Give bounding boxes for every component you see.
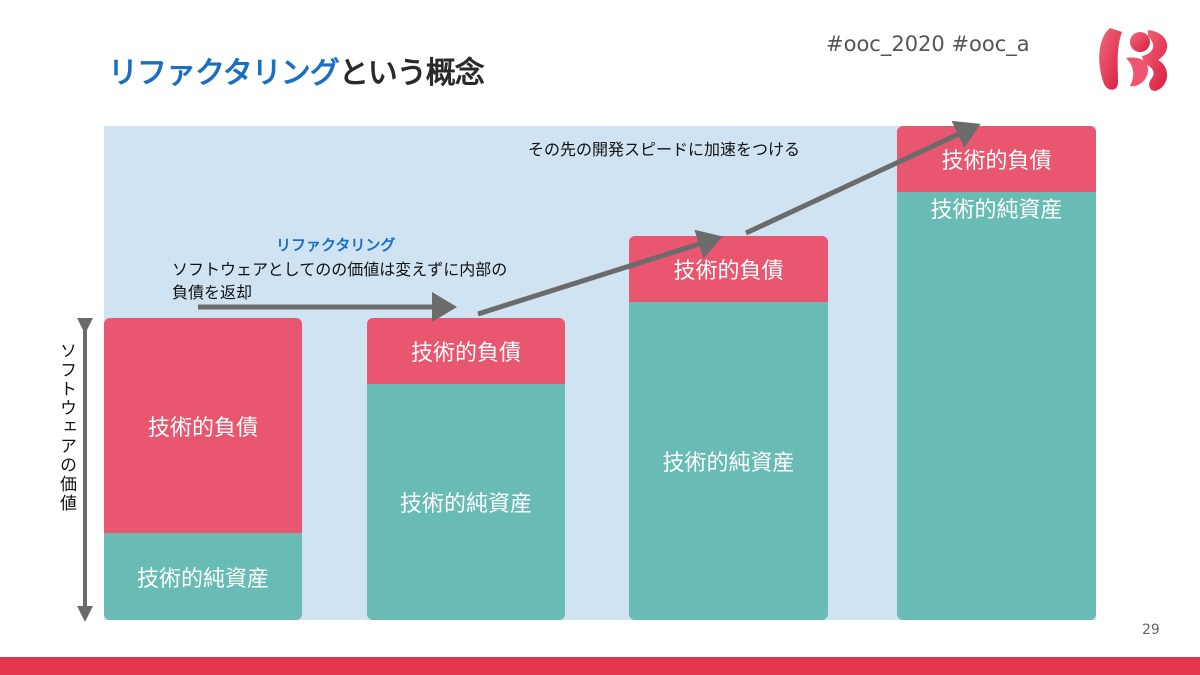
technical-net-asset-segment: 技術的純資産 [104, 533, 302, 620]
technical-debt-segment: 技術的負債 [104, 318, 302, 533]
technical-debt-segment: 技術的負債 [629, 236, 828, 302]
technical-debt-segment: 技術的負債 [367, 318, 565, 384]
slide-title-highlight: リファクタリング [108, 56, 340, 91]
value-bar-4: 技術的負債 技術的純資産 [897, 126, 1096, 620]
software-value-axis-label: ソフトウェアの価値 [56, 342, 76, 513]
acceleration-annotation: その先の開発スピードに加速をつける [528, 140, 801, 159]
growth-arrow-1 [477, 229, 723, 317]
technical-net-asset-segment: 技術的純資産 [629, 302, 828, 620]
technical-net-asset-segment: 技術的純資産 [897, 192, 1096, 620]
technical-debt-segment: 技術的負債 [897, 126, 1096, 192]
growth-arrow-2 [744, 120, 981, 236]
refactoring-note-title: リファクタリング [276, 236, 396, 254]
slide-title: リファクタリングという概念 [108, 48, 485, 92]
technical-net-asset-segment: 技術的純資産 [367, 384, 565, 620]
refactoring-note-body: ソフトウェアとしてのの価値は変えずに内部の負債を返却 [172, 260, 508, 302]
value-bar-2: 技術的負債 技術的純資産 [367, 318, 565, 620]
footer-bar [0, 657, 1200, 675]
slide-title-rest: という概念 [338, 56, 485, 91]
value-bar-3: 技術的負債 技術的純資産 [629, 236, 828, 620]
hashtags: #ooc_2020 #ooc_a [826, 32, 1030, 56]
value-bar-1: 技術的負債 技術的純資産 [104, 318, 302, 620]
page-number: 29 [1142, 622, 1160, 638]
brand-logo [1099, 28, 1168, 91]
